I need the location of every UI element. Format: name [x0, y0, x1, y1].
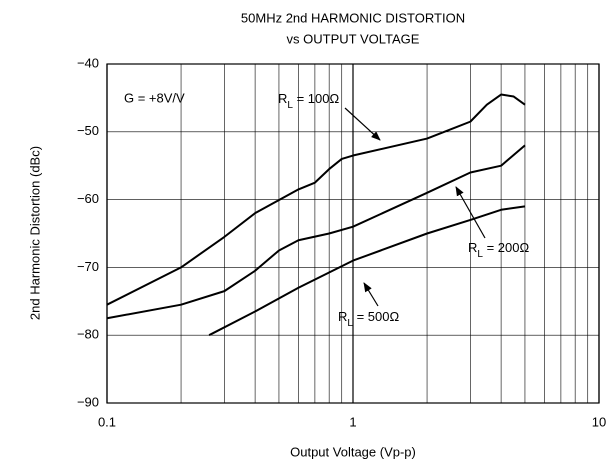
annotation-part: = 500Ω — [353, 309, 400, 324]
y-tick-label: −80 — [77, 327, 99, 342]
y-tick-label: −50 — [77, 123, 99, 138]
arrow — [344, 107, 381, 141]
annotation-part: L — [477, 249, 483, 260]
plot-frame — [106, 63, 600, 404]
y-axis-label: 2nd Harmonic Distortion (dBc) — [27, 146, 42, 320]
x-tick-label: 0.1 — [98, 414, 116, 429]
annotation-part: R — [278, 91, 287, 106]
annotation: RL = 500Ω — [338, 309, 399, 328]
arrow — [363, 282, 379, 307]
annotation: G = +8V/V — [124, 90, 185, 105]
annotation-part: = 100Ω — [293, 91, 340, 106]
annotation-part: L — [347, 318, 353, 329]
x-tick-label: 10 — [592, 414, 606, 429]
chart-title: 50MHz 2nd HARMONIC DISTORTION — [241, 10, 465, 25]
x-axis-label: Output Voltage (Vp-p) — [290, 444, 416, 459]
chart-title: vs OUTPUT VOLTAGE — [287, 31, 420, 46]
y-tick-label: −40 — [77, 55, 99, 70]
annotation-part: R — [338, 309, 347, 324]
annotation: RL = 200Ω — [468, 240, 529, 259]
annotation-part: R — [468, 240, 477, 255]
series-line — [208, 205, 526, 337]
y-tick-label: −60 — [77, 191, 99, 206]
annotation-part: L — [287, 100, 293, 111]
annotation: RL = 100Ω — [278, 91, 339, 110]
x-tick-label: 1 — [349, 414, 356, 429]
y-tick-label: −90 — [77, 394, 99, 409]
series-line — [106, 144, 526, 320]
annotation-part: = 200Ω — [483, 240, 530, 255]
y-tick-label: −70 — [77, 259, 99, 274]
series-line — [106, 93, 526, 306]
